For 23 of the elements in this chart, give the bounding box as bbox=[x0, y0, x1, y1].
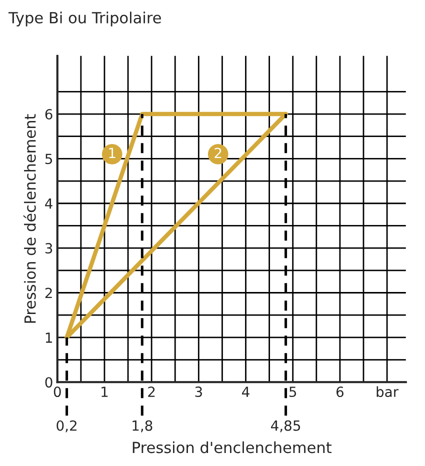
y-tick-label: 3 bbox=[45, 243, 52, 254]
x-tick-label: 4 bbox=[242, 386, 250, 397]
series-label: 2 bbox=[214, 148, 222, 158]
y-tick-label: 4 bbox=[45, 198, 52, 209]
y-tick-label: 6 bbox=[45, 108, 52, 120]
x-tick-label: bar bbox=[376, 386, 399, 398]
x-tick-label: 5 bbox=[290, 386, 296, 398]
y-tick-label: 2 bbox=[45, 288, 52, 298]
x-tick-label: 2 bbox=[148, 386, 155, 397]
series-label: 1 bbox=[109, 148, 116, 158]
x-tick-label: 6 bbox=[336, 386, 344, 398]
y-tick-label: 0 bbox=[45, 377, 52, 388]
ref-line-label: 4,85 bbox=[271, 420, 300, 432]
ref-line-label: 1,8 bbox=[132, 420, 152, 432]
x-axis-title: Pression d'enclenchement bbox=[132, 441, 332, 454]
chart-title: Type Bi ou Tripolaire bbox=[8, 12, 161, 26]
x-tick-label: 3 bbox=[195, 386, 202, 398]
y-axis-title: Pression de déclenchement bbox=[23, 114, 36, 323]
ref-line-label: 0,2 bbox=[56, 420, 76, 432]
x-tick-label: 0 bbox=[54, 386, 61, 398]
x-tick-label: 1 bbox=[102, 386, 108, 397]
y-tick-label: 1 bbox=[46, 332, 52, 343]
y-tick-label: 5 bbox=[45, 154, 52, 164]
